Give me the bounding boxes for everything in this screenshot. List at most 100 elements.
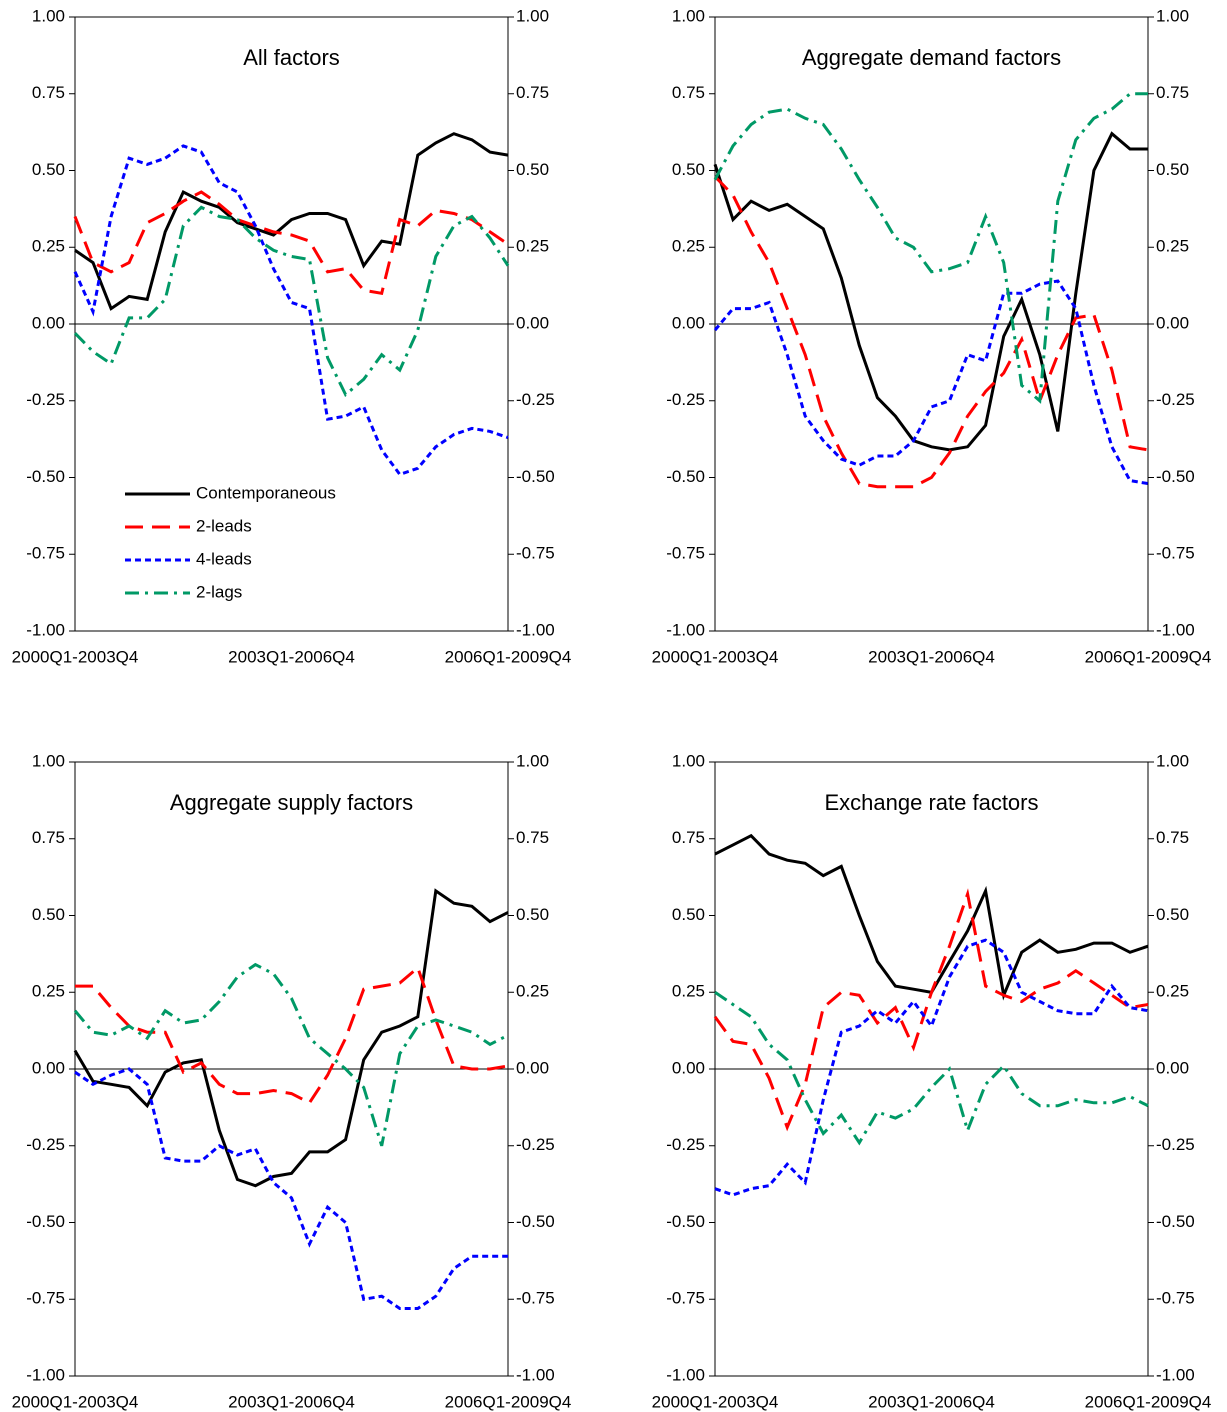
y2-tick-label: 0.25 <box>516 237 549 256</box>
y-tick-label: -1.00 <box>666 620 705 639</box>
y-tick-label: 0.25 <box>32 237 65 256</box>
y2-tick-label: -1.00 <box>1156 620 1195 639</box>
y2-tick-label: 0.50 <box>1156 160 1189 179</box>
y-tick-label: -1.00 <box>26 620 65 639</box>
y-tick-label: 0.50 <box>32 160 65 179</box>
y2-tick-label: 0.00 <box>516 1058 549 1077</box>
x-tick-label: 2000Q1-2003Q4 <box>652 647 779 666</box>
y2-tick-label: -0.75 <box>1156 544 1195 563</box>
series-line <box>73 888 509 1188</box>
chart-title: Aggregate demand factors <box>802 45 1061 70</box>
x-tick-label: 2006Q1-2009Q4 <box>1085 1392 1212 1411</box>
y-tick-label: 0.00 <box>32 1058 65 1077</box>
y2-tick-label: 0.00 <box>516 313 549 332</box>
y-tick-label: -0.25 <box>26 390 65 409</box>
series-line <box>713 131 1148 452</box>
series-line <box>713 92 1148 404</box>
series-line <box>713 888 1149 1132</box>
series-line <box>74 1067 508 1310</box>
y2-tick-label: 0.50 <box>516 905 549 924</box>
y2-tick-label: -0.75 <box>516 1289 555 1308</box>
legend-label: 2-lags <box>196 582 242 601</box>
y-tick-label: 1.00 <box>672 751 705 770</box>
x-tick-label: 2003Q1-2006Q4 <box>868 647 995 666</box>
y-tick-label: 0.25 <box>672 982 705 1001</box>
y2-tick-label: -0.75 <box>516 544 555 563</box>
series-line <box>713 175 1149 489</box>
y2-tick-label: -0.75 <box>1156 1289 1195 1308</box>
y2-tick-label: 1.00 <box>1156 6 1189 25</box>
x-tick-label: 2006Q1-2009Q4 <box>445 647 572 666</box>
y-tick-label: -0.50 <box>666 467 705 486</box>
y2-tick-label: 0.25 <box>516 982 549 1001</box>
series-line <box>714 938 1149 1197</box>
y-tick-label: 1.00 <box>672 6 705 25</box>
series-line <box>75 965 509 1105</box>
y2-tick-label: 0.50 <box>1156 905 1189 924</box>
y-tick-label: -1.00 <box>26 1365 65 1384</box>
legend-label: Contemporaneous <box>196 483 336 502</box>
y2-tick-label: 0.75 <box>516 83 549 102</box>
series-line <box>73 144 509 477</box>
panel: -1.00 -0.75 -0.50 -0.25 0.00 0.25 0.50 0.75 1.00… <box>12 751 572 1411</box>
y-tick-label: 0.75 <box>32 83 65 102</box>
series-line <box>73 205 510 397</box>
series-line <box>713 279 1149 486</box>
y-tick-label: 1.00 <box>32 6 65 25</box>
y-tick-label: -0.25 <box>666 390 705 409</box>
y-tick-label: 0.75 <box>32 828 65 847</box>
y-tick-label: -0.75 <box>26 1289 65 1308</box>
y2-tick-label: -0.25 <box>516 390 555 409</box>
y2-tick-label: 0.25 <box>1156 237 1189 256</box>
y2-tick-label: 0.75 <box>1156 83 1189 102</box>
y-tick-label: -0.25 <box>666 1135 705 1154</box>
y2-tick-label: -0.50 <box>1156 467 1195 486</box>
y2-tick-label: 1.00 <box>516 751 549 770</box>
y2-tick-label: 0.25 <box>1156 982 1189 1001</box>
y-tick-label: 0.00 <box>672 1058 705 1077</box>
y-tick-label: -1.00 <box>666 1365 705 1384</box>
y2-tick-label: -0.50 <box>516 467 555 486</box>
series-line <box>74 132 509 311</box>
series-line <box>73 962 509 1147</box>
y2-tick-label: 0.50 <box>516 160 549 179</box>
y-tick-label: -0.50 <box>26 467 65 486</box>
legend-label: 2-leads <box>196 516 252 535</box>
y2-tick-label: 0.00 <box>1156 313 1189 332</box>
y-tick-label: -0.75 <box>666 1289 705 1308</box>
y2-tick-label: 1.00 <box>1156 751 1189 770</box>
legend-label: 4-leads <box>196 549 252 568</box>
y2-tick-label: -1.00 <box>516 620 555 639</box>
y2-tick-label: -1.00 <box>516 1365 555 1384</box>
y2-tick-label: -0.25 <box>1156 1135 1195 1154</box>
y-tick-label: -0.50 <box>666 1212 705 1231</box>
x-tick-label: 2000Q1-2003Q4 <box>12 647 139 666</box>
series-line <box>714 991 1149 1146</box>
chart-title: All factors <box>243 45 340 70</box>
y-tick-label: -0.75 <box>26 544 65 563</box>
y2-tick-label: 1.00 <box>516 6 549 25</box>
y2-tick-label: 0.75 <box>1156 828 1189 847</box>
y-tick-label: 0.00 <box>672 313 705 332</box>
panel: -1.00 -0.75 -0.50 -0.25 0.00 0.25 0.50 0.75 1.00… <box>652 751 1212 1411</box>
y2-tick-label: -0.25 <box>1156 390 1195 409</box>
x-tick-label: 2003Q1-2006Q4 <box>228 1392 355 1411</box>
y-tick-label: 0.00 <box>32 313 65 332</box>
y-tick-label: 0.75 <box>672 828 705 847</box>
y2-tick-label: 0.00 <box>1156 1058 1189 1077</box>
panel: -1.00 -0.75 -0.50 -0.25 0.00 0.25 0.50 0.75 1.00… <box>652 6 1212 666</box>
y-tick-label: 0.25 <box>672 237 705 256</box>
x-tick-label: 2006Q1-2009Q4 <box>1085 647 1212 666</box>
y-tick-label: 0.50 <box>672 905 705 924</box>
chart-title: Exchange rate factors <box>824 790 1038 815</box>
y2-tick-label: 0.75 <box>516 828 549 847</box>
y-tick-label: -0.25 <box>26 1135 65 1154</box>
y-tick-label: 0.50 <box>672 160 705 179</box>
x-tick-label: 2000Q1-2003Q4 <box>12 1392 139 1411</box>
y2-tick-label: -0.25 <box>516 1135 555 1154</box>
y-tick-label: -0.75 <box>666 544 705 563</box>
series-line <box>714 833 1149 1001</box>
y2-tick-label: -0.50 <box>1156 1212 1195 1231</box>
